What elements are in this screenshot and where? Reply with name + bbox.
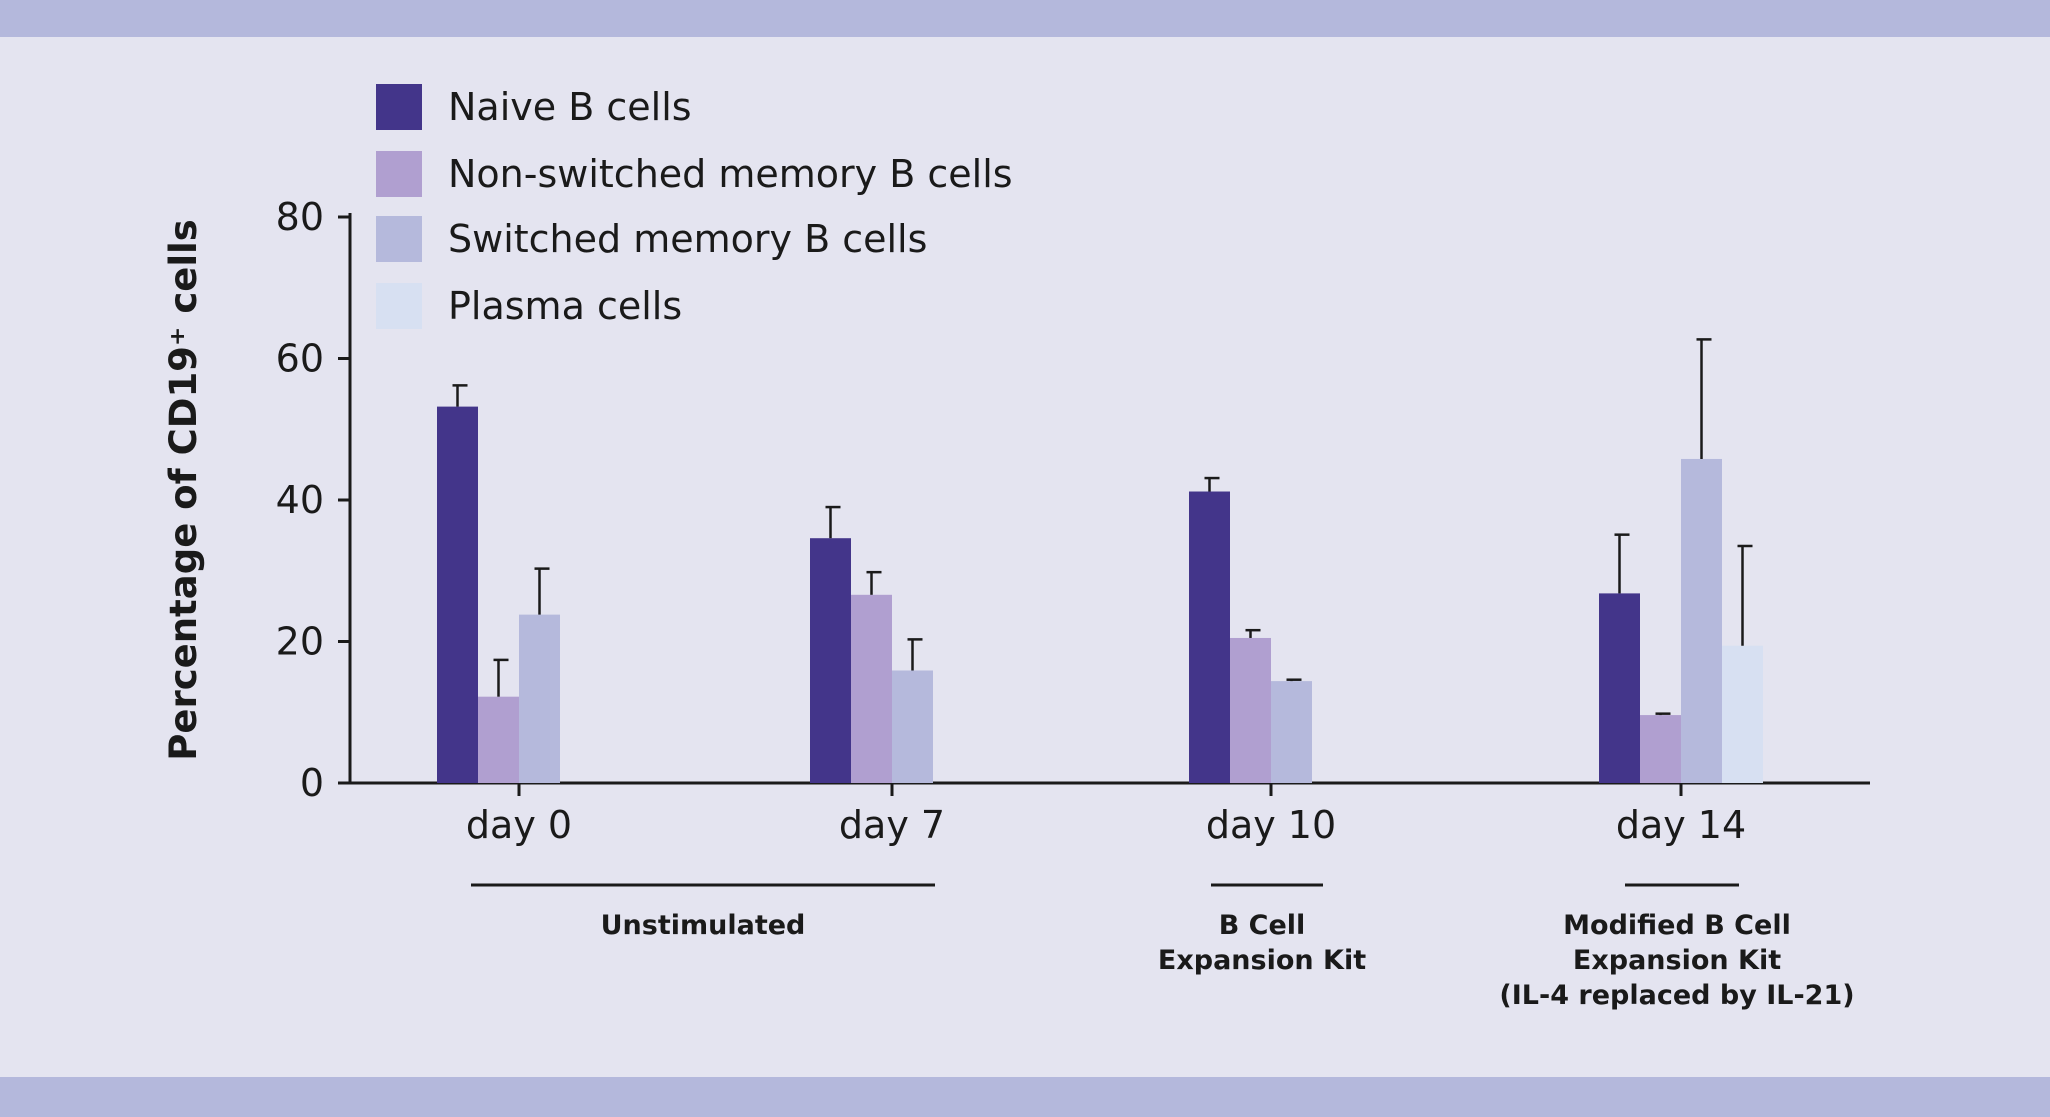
bar xyxy=(851,594,892,783)
group-label: B Cell xyxy=(1219,910,1306,941)
bar xyxy=(892,670,933,783)
bar xyxy=(1599,593,1640,783)
top-band xyxy=(0,0,2050,37)
legend-swatch xyxy=(376,216,422,262)
y-axis-label: Percentage of CD19⁺ cells xyxy=(162,219,205,761)
legend-label: Plasma cells xyxy=(448,284,682,328)
group-label: Expansion Kit xyxy=(1158,945,1366,976)
legend-swatch xyxy=(376,84,422,130)
bar xyxy=(1271,681,1312,783)
group-label: Unstimulated xyxy=(601,910,806,941)
legend-label: Non-switched memory B cells xyxy=(448,152,1013,196)
x-tick-label: day 14 xyxy=(1616,803,1746,847)
y-tick-label: 80 xyxy=(276,195,324,239)
bar xyxy=(1681,458,1722,783)
y-tick-label: 0 xyxy=(300,761,324,805)
bar xyxy=(478,696,519,783)
bar xyxy=(1640,715,1681,783)
group-label: Expansion Kit xyxy=(1573,945,1781,976)
bar xyxy=(519,614,560,783)
legend-swatch xyxy=(376,151,422,197)
legend-label: Switched memory B cells xyxy=(448,217,927,261)
bar xyxy=(1189,491,1230,783)
y-tick-label: 20 xyxy=(276,620,324,664)
y-tick-label: 40 xyxy=(276,478,324,522)
bar xyxy=(810,538,851,783)
group-label: (IL-4 replaced by IL-21) xyxy=(1499,980,1854,1011)
bar xyxy=(1230,637,1271,783)
x-tick-label: day 7 xyxy=(839,803,945,847)
x-tick-label: day 0 xyxy=(466,803,572,847)
legend-swatch xyxy=(376,283,422,329)
bar xyxy=(1722,645,1763,783)
legend-label: Naive B cells xyxy=(448,85,692,129)
y-tick-label: 60 xyxy=(276,337,324,381)
group-label: Modified B Cell xyxy=(1563,910,1791,941)
bar xyxy=(437,406,478,783)
x-tick-label: day 10 xyxy=(1206,803,1336,847)
bottom-band xyxy=(0,1077,2050,1117)
